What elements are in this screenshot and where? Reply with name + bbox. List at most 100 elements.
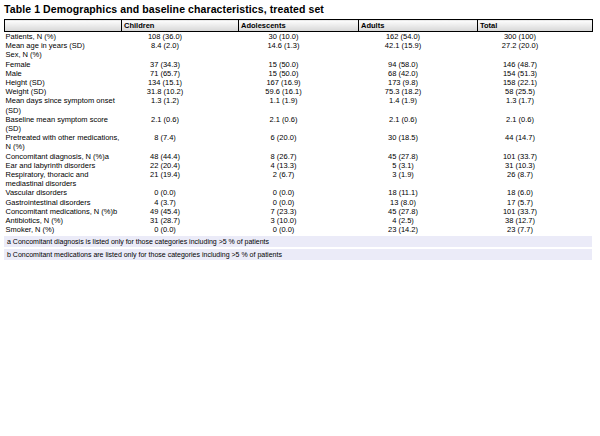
table-row: Weight (SD) 31.8 (10.2) 59.6 (16.1) 75.3… [5, 87, 593, 96]
footnote-b: b Concomitant medications are listed onl… [4, 249, 592, 260]
cell-adults: 2.1 (0.6) [359, 115, 478, 133]
cell-adults: 1.4 (1.9) [359, 96, 478, 114]
cell-total: 1.3 (1.7) [478, 96, 593, 114]
table-body: Patients, N (%) 108 (36.0) 30 (10.0) 162… [5, 32, 593, 235]
cell-total: 154 (51.3) [478, 69, 593, 78]
cell-adolescents: 1.1 (1.9) [239, 96, 359, 114]
cell-children: 49 (45.4) [122, 207, 239, 216]
cell-children: 2.1 (0.6) [122, 115, 239, 133]
cell-adolescents: 14.6 (1.3) [239, 41, 359, 50]
table-row: Antibiotics, N (%) 31 (28.7) 3 (10.0) 4 … [5, 216, 593, 225]
row-label: Concomitant medications, N (%)b [5, 207, 122, 216]
cell-adolescents: 167 (16.9) [239, 78, 359, 87]
table-row: Baseline mean symptom score (SD) 2.1 (0.… [5, 115, 593, 133]
table-row: Gastrointestinal disorders 4 (3.7) 0 (0.… [5, 198, 593, 207]
cell-adults: 18 (11.1) [359, 188, 478, 197]
row-label: Female [5, 60, 122, 69]
cell-children: 1.3 (1.2) [122, 96, 239, 114]
cell-adults [359, 50, 478, 59]
cell-children: 0 (0.0) [122, 225, 239, 234]
cell-adults: 4 (2.5) [359, 216, 478, 225]
cell-children: 134 (15.1) [122, 78, 239, 87]
row-label: Concomitant diagnosis, N (%)a [5, 152, 122, 161]
cell-adults: 94 (58.0) [359, 60, 478, 69]
page: Table 1 Demographics and baseline charac… [0, 0, 600, 260]
cell-total: 101 (33.7) [478, 152, 593, 161]
cell-total: 18 (6.0) [478, 188, 593, 197]
table-row: Mean days since symptom onset (SD) 1.3 (… [5, 96, 593, 114]
cell-children: 4 (3.7) [122, 198, 239, 207]
cell-total: 38 (12.7) [478, 216, 593, 225]
row-label: Patients, N (%) [5, 32, 122, 42]
table-row: Vascular disorders 0 (0.0) 0 (0.0) 18 (1… [5, 188, 593, 197]
cell-adults: 162 (54.0) [359, 32, 478, 42]
cell-children: 0 (0.0) [122, 188, 239, 197]
footnote-a: a Concomitant diagnosis is listed only f… [4, 236, 592, 247]
row-label: Ear and labyrinth disorders [5, 161, 122, 170]
cell-children: 21 (19.4) [122, 170, 239, 188]
row-label: Smoker, N (%) [5, 225, 122, 234]
cell-adolescents: 6 (20.0) [239, 133, 359, 151]
cell-adults: 173 (9.8) [359, 78, 478, 87]
cell-children: 8.4 (2.0) [122, 41, 239, 50]
cell-adolescents: 0 (0.0) [239, 188, 359, 197]
row-label: Baseline mean symptom score (SD) [5, 115, 122, 133]
header-row: Children Adolescents Adults Total [5, 20, 593, 32]
cell-adolescents: 0 (0.0) [239, 225, 359, 234]
cell-total [478, 50, 593, 59]
cell-adolescents [239, 50, 359, 59]
cell-children: 8 (7.4) [122, 133, 239, 151]
header-total: Total [478, 20, 593, 32]
table-row: Concomitant medications, N (%)b 49 (45.4… [5, 207, 593, 216]
cell-adolescents: 15 (50.0) [239, 69, 359, 78]
row-label: Respiratory, thoracic and mediastinal di… [5, 170, 122, 188]
cell-children: 48 (44.4) [122, 152, 239, 161]
row-label: Male [5, 69, 122, 78]
cell-total: 31 (10.3) [478, 161, 593, 170]
table-row: Smoker, N (%) 0 (0.0) 0 (0.0) 23 (14.2) … [5, 225, 593, 234]
cell-children [122, 50, 239, 59]
header-children: Children [122, 20, 239, 32]
cell-total: 17 (5.7) [478, 198, 593, 207]
row-label: Height (SD) [5, 78, 122, 87]
cell-adolescents: 4 (13.3) [239, 161, 359, 170]
table-row: Mean age in years (SD) 8.4 (2.0) 14.6 (1… [5, 41, 593, 50]
cell-adults: 68 (42.0) [359, 69, 478, 78]
table-row: Ear and labyrinth disorders 22 (20.4) 4 … [5, 161, 593, 170]
cell-total: 2.1 (0.6) [478, 115, 593, 133]
cell-adults: 45 (27.8) [359, 152, 478, 161]
cell-adults: 23 (14.2) [359, 225, 478, 234]
cell-adolescents: 7 (23.3) [239, 207, 359, 216]
table-row: Male 71 (65.7) 15 (50.0) 68 (42.0) 154 (… [5, 69, 593, 78]
cell-adolescents: 30 (10.0) [239, 32, 359, 42]
cell-adults: 13 (8.0) [359, 198, 478, 207]
row-label: Mean age in years (SD) [5, 41, 122, 50]
cell-total: 23 (7.7) [478, 225, 593, 234]
demographics-table: Children Adolescents Adults Total Patien… [4, 19, 593, 234]
cell-adults: 5 (3.1) [359, 161, 478, 170]
table-row: Height (SD) 134 (15.1) 167 (16.9) 173 (9… [5, 78, 593, 87]
cell-adults: 45 (27.8) [359, 207, 478, 216]
row-label: Weight (SD) [5, 87, 122, 96]
table-title: Table 1 Demographics and baseline charac… [4, 3, 596, 15]
cell-children: 71 (65.7) [122, 69, 239, 78]
table-row: Female 37 (34.3) 15 (50.0) 94 (58.0) 146… [5, 60, 593, 69]
cell-adolescents: 15 (50.0) [239, 60, 359, 69]
row-label: Sex, N (%) [5, 50, 122, 59]
cell-total: 44 (14.7) [478, 133, 593, 151]
header-adults: Adults [359, 20, 478, 32]
row-label: Gastrointestinal disorders [5, 198, 122, 207]
header-empty [5, 20, 122, 32]
cell-adults: 42.1 (15.9) [359, 41, 478, 50]
header-adolescents: Adolescents [239, 20, 359, 32]
table-row: Respiratory, thoracic and mediastinal di… [5, 170, 593, 188]
cell-adolescents: 8 (26.7) [239, 152, 359, 161]
cell-total: 27.2 (20.0) [478, 41, 593, 50]
cell-adolescents: 3 (10.0) [239, 216, 359, 225]
cell-children: 108 (36.0) [122, 32, 239, 42]
row-label: Vascular disorders [5, 188, 122, 197]
cell-children: 31 (28.7) [122, 216, 239, 225]
cell-adults: 3 (1.9) [359, 170, 478, 188]
row-label: Mean days since symptom onset (SD) [5, 96, 122, 114]
table-row: Pretreated with other medications, N (%)… [5, 133, 593, 151]
